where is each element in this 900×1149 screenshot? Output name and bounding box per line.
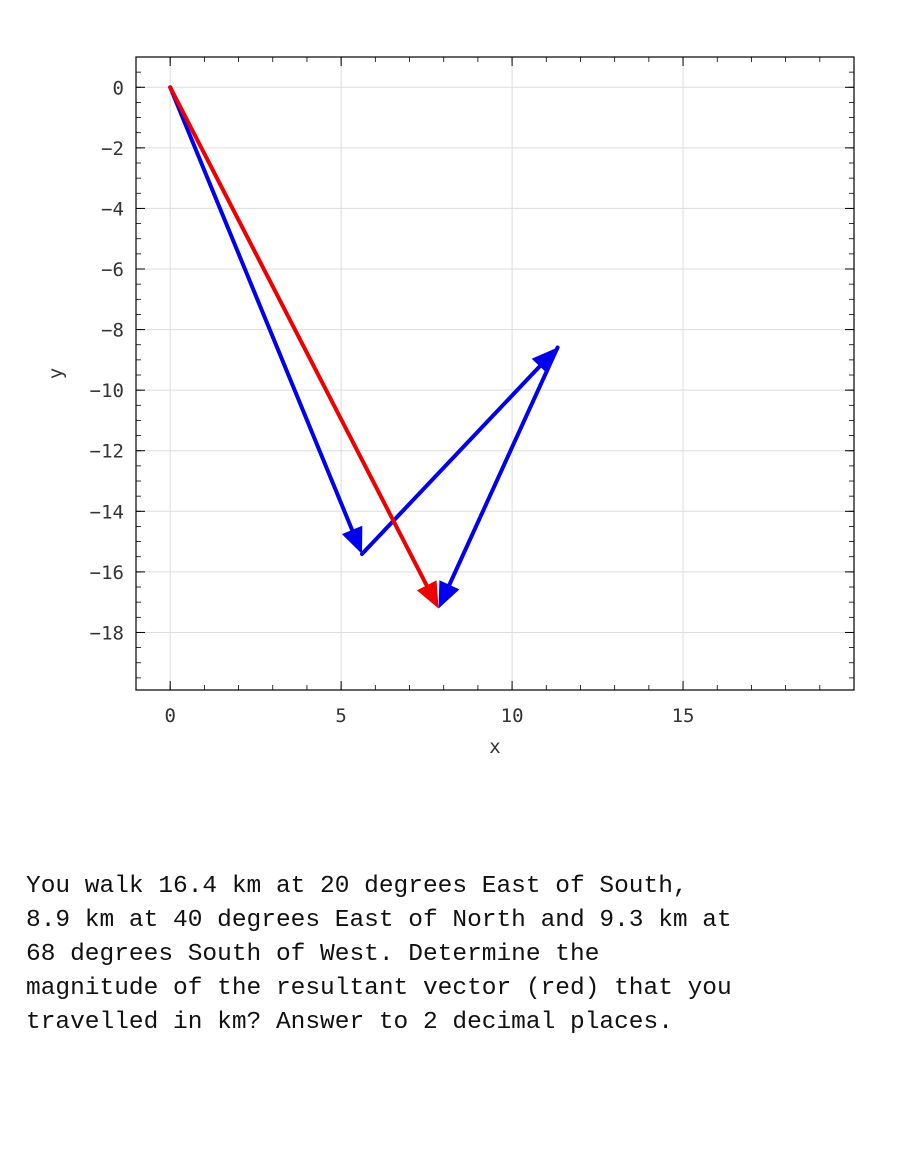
vector-shaft: [168, 85, 355, 532]
vector-arrowhead: [416, 580, 439, 609]
vector-arrowhead: [341, 525, 363, 554]
component-vector: [438, 345, 560, 609]
component-vector: [359, 347, 558, 557]
x-tick-label: 15: [672, 705, 695, 727]
y-tick-label: −2: [101, 138, 124, 160]
vector-shaft: [447, 345, 560, 587]
y-tick-label: −16: [90, 562, 124, 584]
x-tick-label: 5: [335, 705, 346, 727]
y-tick-label: −12: [90, 441, 124, 463]
y-tick-label: −6: [101, 259, 124, 281]
question-text: You walk 16.4 km at 20 degrees East of S…: [26, 873, 732, 1036]
component-vector: [168, 85, 363, 554]
y-tick-label: 0: [113, 77, 124, 99]
vector-arrowhead: [531, 347, 558, 374]
vector-shaft: [359, 364, 542, 557]
minor-ticks: [135, 56, 855, 690]
y-tick-label: −18: [90, 622, 124, 644]
vector-shaft: [168, 85, 429, 588]
grid-lines: [136, 57, 854, 690]
vector-arrows: [168, 85, 560, 609]
x-tick-label: 0: [164, 705, 175, 727]
x-tick-label: 10: [501, 705, 524, 727]
y-axis-label: y: [45, 368, 67, 379]
y-tick-label: −10: [90, 380, 124, 402]
vector-arrowhead: [438, 580, 460, 609]
axis-ticks: 0 5 10 15 0 −2 −4 −6 −8 −10 −12 −14 −16 −18: [90, 57, 854, 727]
y-tick-label: −8: [101, 320, 124, 342]
plot-frame: [135, 56, 855, 691]
vector-chart: 0 5 10 15 0 −2 −4 −6 −8 −10 −12 −14 −16 −18 x y: [45, 56, 855, 758]
y-tick-label: −4: [101, 198, 124, 220]
x-axis-label: x: [489, 736, 500, 758]
y-tick-label: −14: [90, 501, 124, 523]
resultant-vector: [168, 85, 439, 609]
